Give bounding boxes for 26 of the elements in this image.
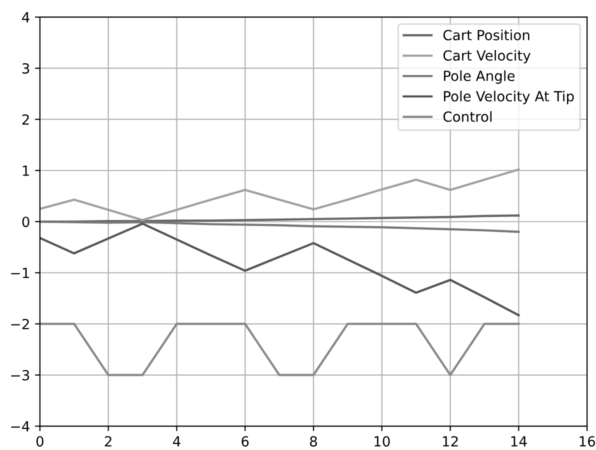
y-tick-label: 2 <box>22 114 29 125</box>
x-tick-label: 14 <box>511 436 527 446</box>
y-tick-label: 1 <box>22 166 29 176</box>
legend-label: Pole Velocity At Tip <box>444 90 574 104</box>
x-tick-label: 10 <box>374 436 390 447</box>
x-tick-label: 6 <box>242 436 249 447</box>
y-tick-label: 4 <box>22 12 30 22</box>
x-tick-label: 4 <box>172 436 180 446</box>
y-tick-label: −4 <box>11 421 30 432</box>
x-tick-label: 0 <box>36 436 44 447</box>
legend-label: Control <box>443 111 492 122</box>
legend-label: Cart Velocity <box>443 50 530 64</box>
y-tick-label: 0 <box>22 216 30 228</box>
line-series <box>40 222 520 316</box>
legend-label: Cart Position <box>443 30 530 40</box>
y-tick-label: −1 <box>11 268 29 278</box>
line-series <box>40 220 520 233</box>
y-tick-label: 3 <box>22 63 30 74</box>
y-tick-label: −3 <box>11 370 30 380</box>
x-tick-label: 12 <box>442 436 458 446</box>
y-tick-label: −2 <box>11 318 29 330</box>
legend-label: Pole Angle <box>444 70 515 84</box>
x-tick-label: 16 <box>580 436 596 447</box>
x-tick-label: 8 <box>310 436 317 447</box>
line-series <box>40 168 520 222</box>
x-tick-label: 2 <box>104 436 112 446</box>
